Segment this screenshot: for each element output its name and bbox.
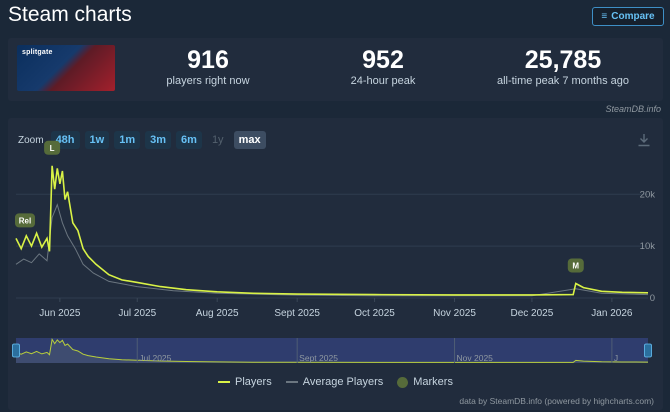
stat-label: all-time peak 7 months ago xyxy=(496,75,630,87)
legend-item-players[interactable]: Players xyxy=(218,376,272,388)
legend-label: Average Players xyxy=(302,376,384,388)
chart-footer[interactable]: data by SteamDB.info (powered by highcha… xyxy=(459,396,654,406)
legend-line-average xyxy=(285,381,298,383)
navigator-label: J xyxy=(614,353,618,363)
zoom-label: Zoom xyxy=(18,134,44,146)
navigator-handle xyxy=(644,343,652,358)
x-tick-label: Oct 2025 xyxy=(354,308,395,319)
navigator-label: Sept 2025 xyxy=(299,353,338,363)
download-icon[interactable] xyxy=(637,133,651,147)
navigator-handle xyxy=(12,343,20,358)
compare-button[interactable]: ≡ Compare xyxy=(592,7,664,26)
stats-panel: splitgate 916 players right now 952 24-h… xyxy=(8,38,663,101)
stat-label: 24-hour peak xyxy=(350,75,416,87)
stat-value: 25,785 xyxy=(524,46,602,74)
x-tick-label: Sept 2025 xyxy=(274,308,320,319)
game-logo-text: splitgate xyxy=(22,49,53,56)
stat-players-now: 916 players right now xyxy=(148,46,268,87)
chart-panel: Zoom 48h 1w 1m 3m 6m 1y max 0 10k 20k Jun 2… xyxy=(8,118,663,410)
zoom-3m-button[interactable]: 3m xyxy=(145,131,172,149)
y-tick-label: 0 xyxy=(650,293,655,304)
legend-label: Markers xyxy=(413,376,453,388)
marker-label: M xyxy=(572,261,579,270)
marker-flag-m xyxy=(567,258,584,273)
stat-label: players right now xyxy=(166,75,250,87)
stat-value: 916 xyxy=(187,46,229,74)
chart-legend: Players Average Players Markers xyxy=(8,376,663,388)
x-tick-label: Nov 2025 xyxy=(433,308,476,319)
x-tick-label: Aug 2025 xyxy=(196,308,239,319)
legend-dot-markers xyxy=(397,376,409,388)
x-tick-label: Jul 2025 xyxy=(118,308,156,319)
stat-value: 952 xyxy=(362,46,404,74)
navigator-label: Jul 2025 xyxy=(139,353,171,363)
steamdb-credit[interactable]: SteamDB.info xyxy=(605,104,661,114)
stat-24h-peak: 952 24-hour peak xyxy=(323,46,443,87)
stat-all-time-peak: 25,785 all-time peak 7 months ago xyxy=(488,46,638,87)
zoom-1y-button: 1y xyxy=(211,134,224,146)
series-average-players xyxy=(15,203,649,297)
navigator-label: Nov 2025 xyxy=(457,353,494,363)
navigator-area xyxy=(16,339,648,363)
marker-flag-l xyxy=(44,140,61,155)
x-tick-label: Jun 2025 xyxy=(39,308,81,319)
zoom-6m-button[interactable]: 6m xyxy=(176,131,202,149)
zoom-1w-button[interactable]: 1w xyxy=(84,131,110,149)
y-tick-label: 10k xyxy=(640,241,656,252)
zoom-max-button[interactable]: max xyxy=(233,131,266,149)
page-title: Steam charts xyxy=(8,3,132,26)
marker-flag-rel xyxy=(15,213,35,228)
y-tick-label: 20k xyxy=(640,189,656,200)
navigator-series xyxy=(15,338,649,363)
zoom-1m-button[interactable]: 1m xyxy=(114,131,141,149)
navigator-window xyxy=(16,338,648,363)
legend-item-average[interactable]: Average Players xyxy=(285,376,384,388)
legend-item-markers[interactable]: Markers xyxy=(397,376,453,388)
players-chart[interactable]: 0 10k 20k Jun 2025 Jul 2025 Aug 2025 Sept 2025… xyxy=(8,118,663,373)
compare-label: Compare xyxy=(611,11,655,22)
game-thumbnail[interactable]: splitgate xyxy=(17,45,115,91)
compare-icon: ≡ xyxy=(601,11,608,22)
legend-line-players xyxy=(218,381,231,383)
marker-label: L xyxy=(50,144,55,153)
legend-label: Players xyxy=(235,376,272,388)
x-tick-label: Dec 2025 xyxy=(511,308,554,319)
zoom-bar: Zoom 48h 1w 1m 3m 6m 1y max xyxy=(18,131,266,149)
marker-label: Rel xyxy=(19,216,31,225)
x-tick-label: Jan 2026 xyxy=(591,308,633,319)
series-players xyxy=(15,165,649,296)
